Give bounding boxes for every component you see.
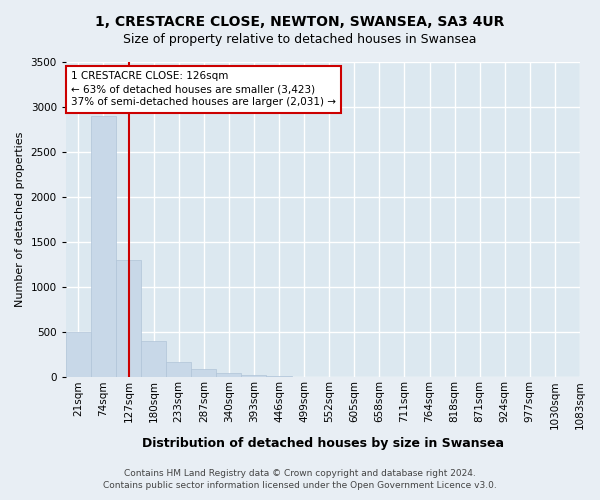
Bar [141,341,166,378]
Text: 1 CRESTACRE CLOSE: 126sqm
← 63% of detached houses are smaller (3,423)
37% of se: 1 CRESTACRE CLOSE: 126sqm ← 63% of detac… [71,71,336,108]
Bar [66,332,91,378]
Bar [166,362,191,378]
Y-axis label: Number of detached properties: Number of detached properties [15,132,25,307]
X-axis label: Distribution of detached houses by size in Swansea: Distribution of detached houses by size … [142,437,504,450]
Bar [91,116,116,378]
Bar [191,368,217,378]
Bar [266,376,292,378]
Text: Size of property relative to detached houses in Swansea: Size of property relative to detached ho… [123,32,477,46]
Text: 1, CRESTACRE CLOSE, NEWTON, SWANSEA, SA3 4UR: 1, CRESTACRE CLOSE, NEWTON, SWANSEA, SA3… [95,15,505,29]
Text: Contains HM Land Registry data © Crown copyright and database right 2024.
Contai: Contains HM Land Registry data © Crown c… [103,468,497,490]
Bar [292,376,317,378]
Bar [116,260,141,378]
Bar [241,375,266,378]
Bar [217,373,241,378]
